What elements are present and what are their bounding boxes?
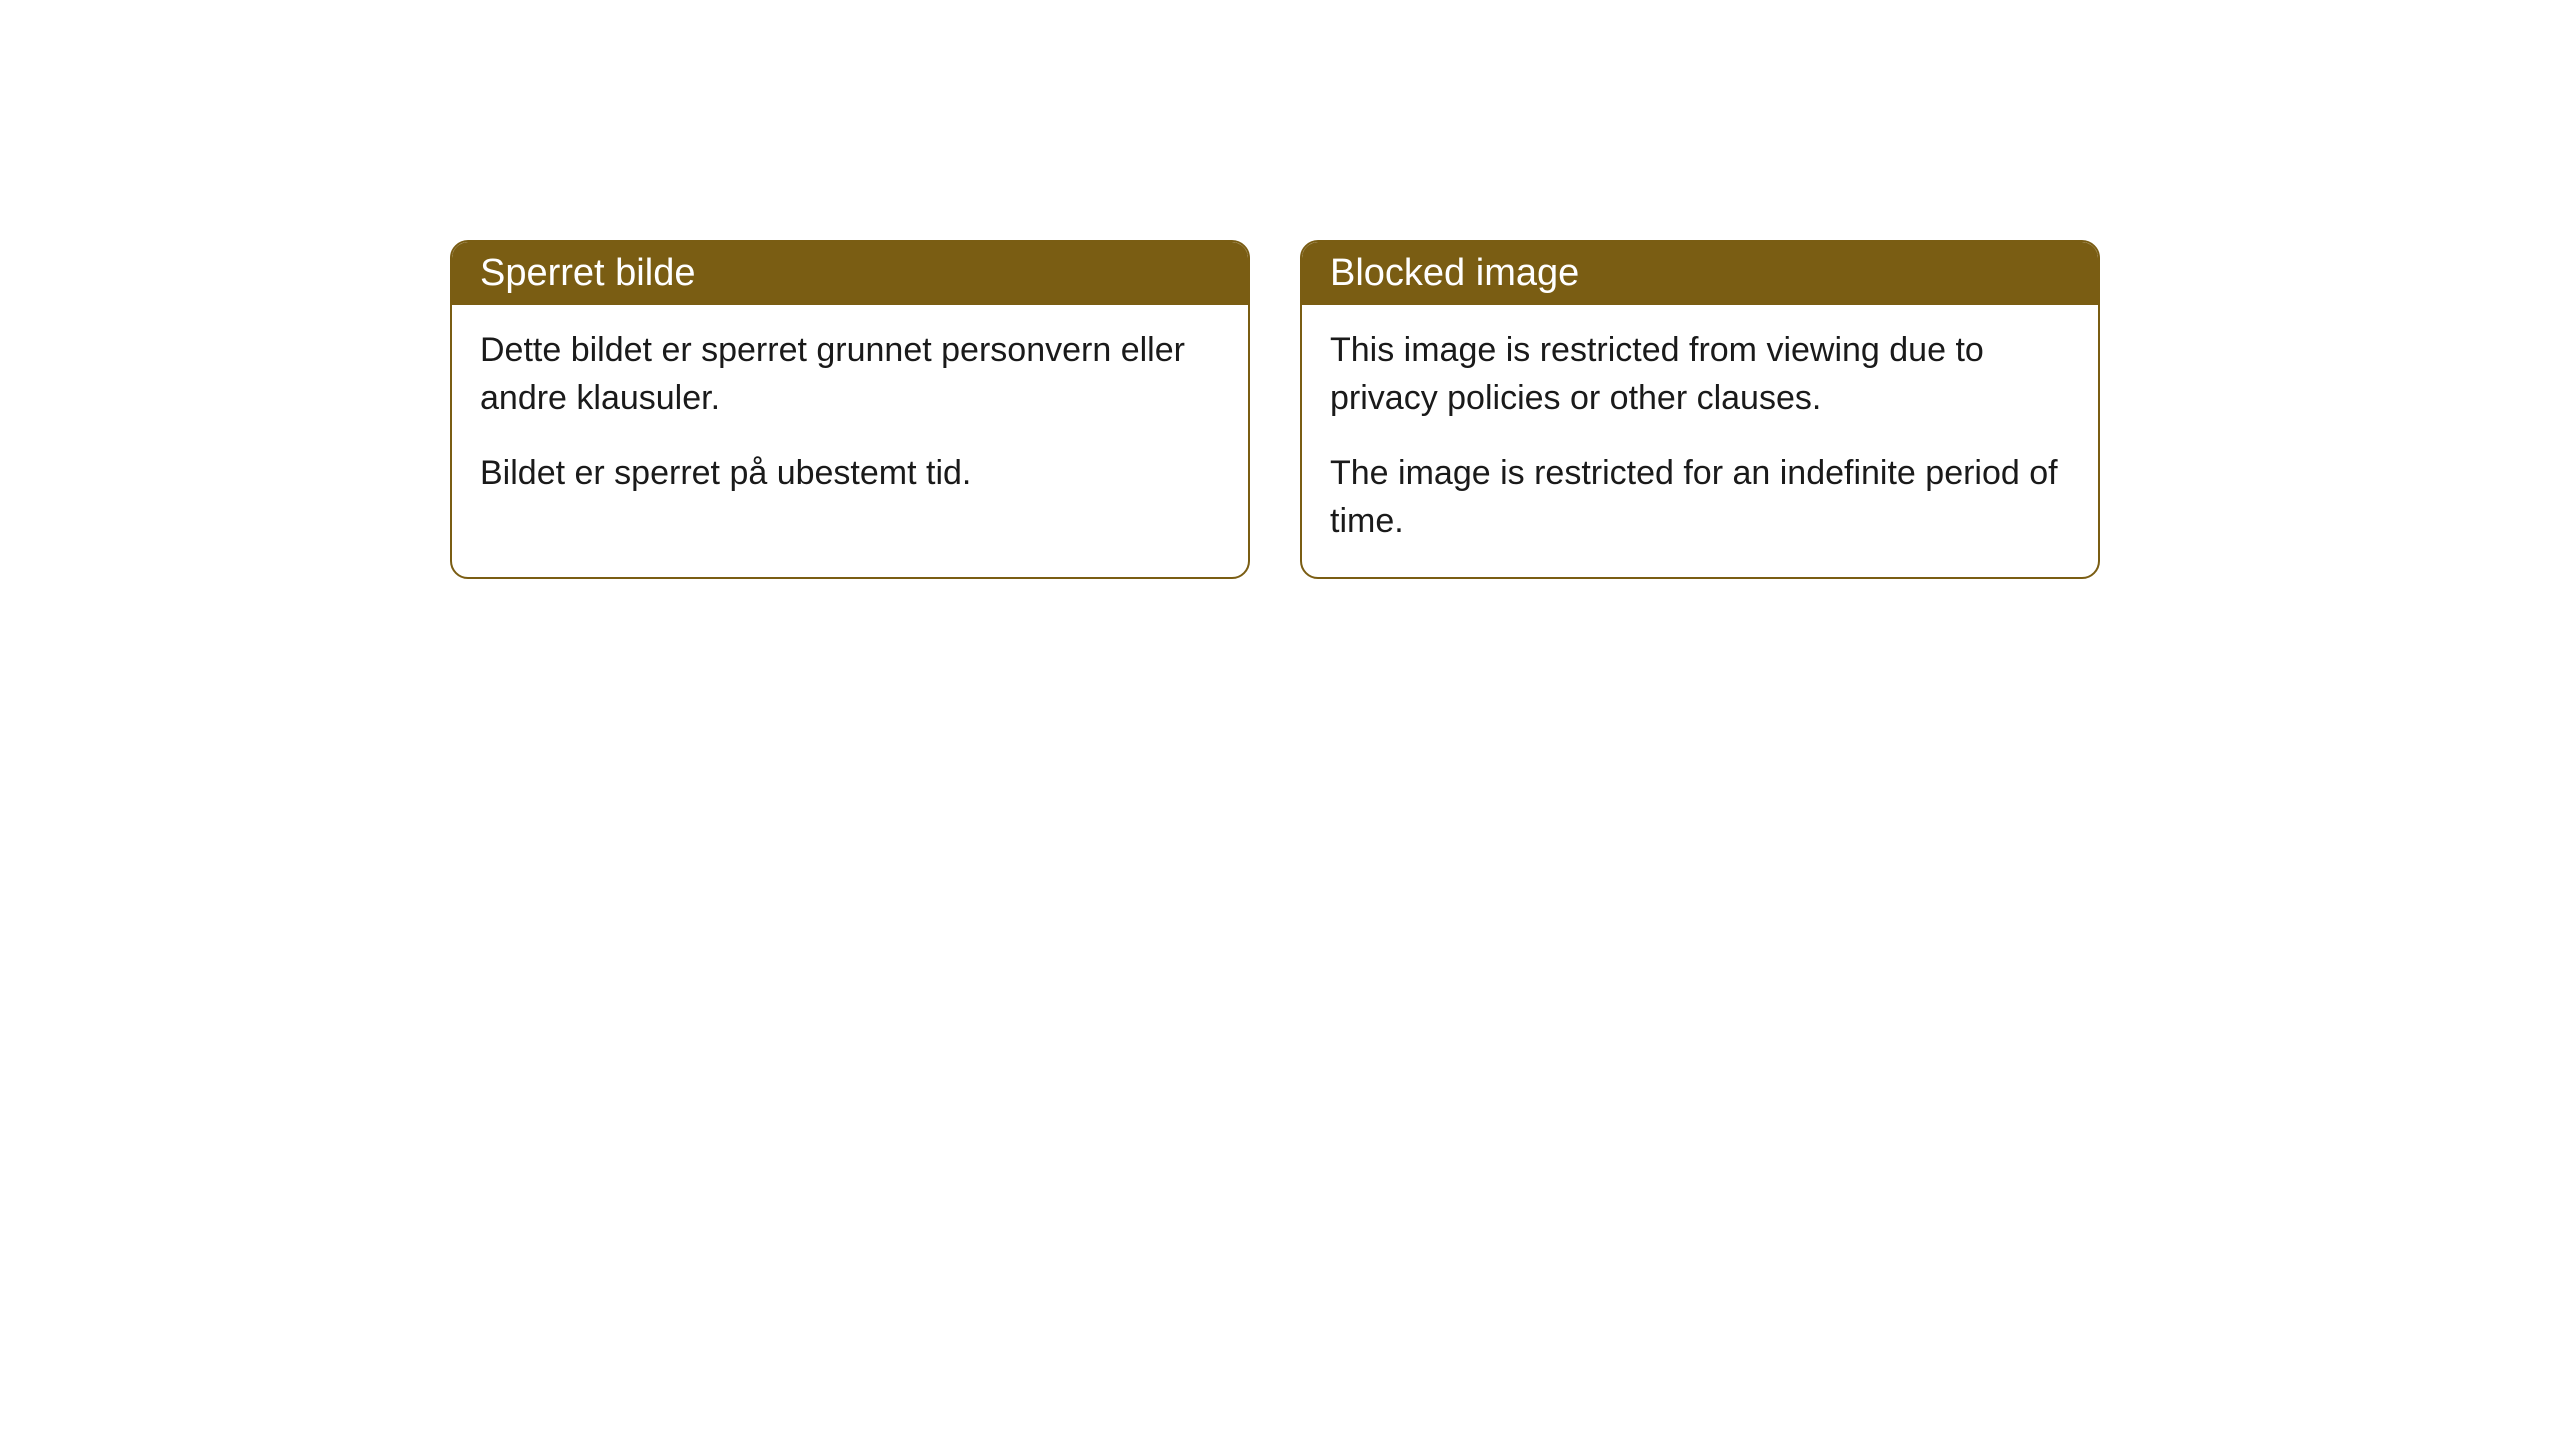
card-body-english: This image is restricted from viewing du… [1302, 305, 2098, 577]
card-title-norwegian: Sperret bilde [480, 252, 695, 294]
blocked-image-card-norwegian: Sperret bilde Dette bildet er sperret gr… [450, 240, 1250, 579]
card-paragraph-1-norwegian: Dette bildet er sperret grunnet personve… [480, 327, 1220, 422]
card-paragraph-2-english: The image is restricted for an indefinit… [1330, 450, 2070, 545]
card-header-english: Blocked image [1302, 242, 2098, 305]
card-header-norwegian: Sperret bilde [452, 242, 1248, 305]
card-body-norwegian: Dette bildet er sperret grunnet personve… [452, 305, 1248, 530]
card-title-english: Blocked image [1330, 252, 1579, 294]
card-paragraph-1-english: This image is restricted from viewing du… [1330, 327, 2070, 422]
notice-container: Sperret bilde Dette bildet er sperret gr… [450, 240, 2100, 579]
blocked-image-card-english: Blocked image This image is restricted f… [1300, 240, 2100, 579]
card-paragraph-2-norwegian: Bildet er sperret på ubestemt tid. [480, 450, 1220, 498]
